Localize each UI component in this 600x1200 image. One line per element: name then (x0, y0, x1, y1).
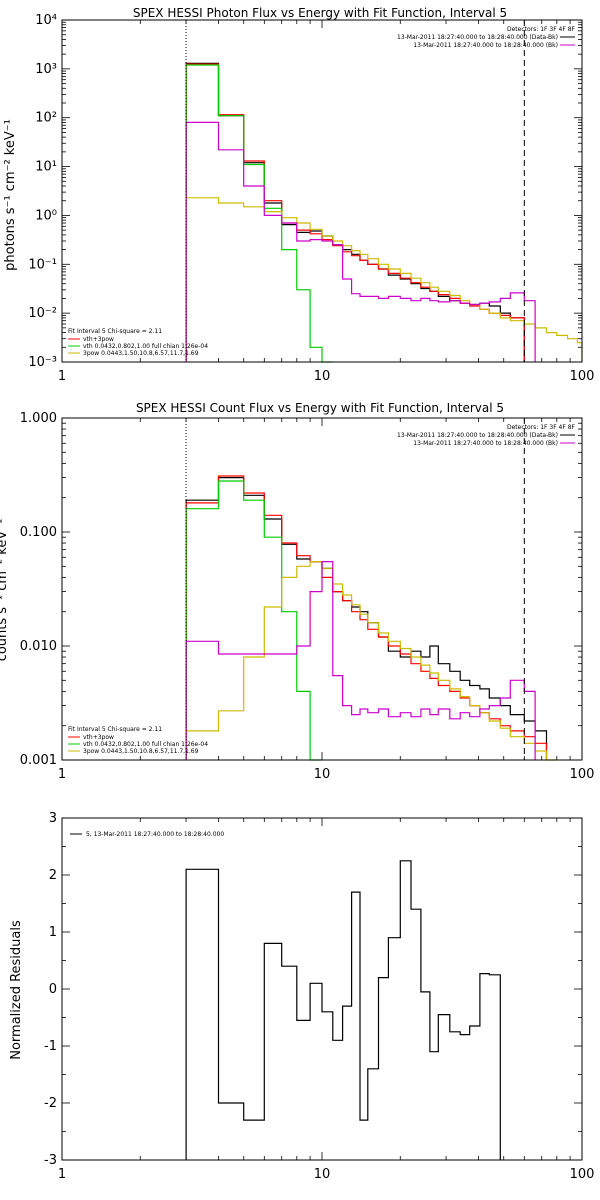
y-tick-label: 1.000 (20, 411, 57, 426)
y-tick-label: 10⁻³ (28, 355, 57, 370)
plot-frame (61, 417, 583, 761)
series-1-line (185, 475, 548, 760)
photon-flux-panel: SPEX HESSI Photon Flux vs Energy with Fi… (3, 6, 594, 384)
y-tick-label: 1 (49, 925, 57, 940)
legend-top-detectors: Detectors: 1F 3F 4F 8F (507, 424, 576, 431)
panel-title: SPEX HESSI Count Flux vs Energy with Fit… (136, 401, 504, 415)
series-4-line (185, 561, 536, 760)
y-tick-label: 10⁻¹ (28, 257, 57, 272)
y-tick-label: 0.001 (20, 753, 57, 768)
y-tick-label: 2 (49, 868, 57, 883)
x-tick-label: 1 (58, 1167, 66, 1182)
legend-fit-interval: Fit Interval 5 Chi-square = 2.11 (68, 726, 162, 733)
y-tick-label: 3 (49, 811, 57, 826)
plot-frame (61, 19, 583, 363)
legend-3pow: 3pow 0.0443,1.50,10.8,6.57,11.7,1.69 (83, 748, 199, 755)
legend-3pow: 3pow 0.0443,1.50,10.8,6.57,11.7,1.69 (83, 350, 199, 357)
x-tick-label: 10 (314, 767, 331, 782)
legend-fit-interval: Fit Interval 5 Chi-square = 2.11 (68, 328, 162, 335)
panel-title: SPEX HESSI Photon Flux vs Energy with Fi… (133, 6, 507, 20)
legend-vth: vth 0.0432,0.802,1.00 full chian 1.26e-0… (83, 741, 208, 748)
legend-top-data: 13-Mar-2011 18:27:40.000 to 18:28:40.000… (397, 34, 558, 41)
series-0-line (185, 477, 548, 760)
series-3-line (185, 561, 557, 761)
legend-vth3pow: vth+3pow (83, 734, 114, 741)
x-tick-label: 100 (570, 767, 595, 782)
y-tick-label: 10² (35, 111, 57, 126)
y-axis-label: counts s⁻¹ cm⁻² keV⁻¹ (0, 519, 10, 662)
y-tick-label: 10³ (35, 62, 57, 77)
y-tick-label: 0 (49, 982, 57, 997)
series-3-line (185, 197, 583, 362)
y-tick-label: 10¹ (35, 160, 57, 175)
series-4-line (185, 121, 536, 362)
count-flux-panel: SPEX HESSI Count Flux vs Energy with Fit… (0, 401, 594, 782)
series-0-line (185, 860, 501, 1160)
x-tick-label: 100 (570, 1167, 595, 1182)
legend-top-detectors: Detectors: 1F 3F 4F 8F (507, 26, 576, 33)
x-tick-label: 10 (314, 369, 331, 384)
legend-top-bk: 13-Mar-2011 18:27:40.000 to 18:28:40.000… (413, 42, 558, 49)
y-axis-label: Normalized Residuals (9, 920, 24, 1060)
x-tick-label: 1 (58, 369, 66, 384)
plot-frame (61, 817, 583, 1161)
y-tick-label: -1 (44, 1039, 57, 1054)
legend-resid: 5, 13-Mar-2011 18:27:40.000 to 18:28:40.… (86, 831, 224, 838)
legend-vth3pow: vth+3pow (83, 336, 114, 343)
y-tick-label: 0.010 (20, 639, 57, 654)
y-tick-label: -3 (44, 1153, 57, 1168)
x-tick-label: 1 (58, 767, 66, 782)
y-tick-label: 10⁴ (35, 13, 57, 28)
legend-vth: vth 0.0432,0.802,1.00 full chian 1.26e-0… (83, 343, 208, 350)
series-2-line (185, 480, 322, 761)
y-tick-label: 10⁰ (35, 208, 57, 223)
series-1-line (185, 63, 525, 362)
series-2-line (185, 64, 333, 363)
series-0-line (185, 62, 525, 362)
y-tick-label: 0.100 (20, 525, 57, 540)
x-tick-label: 10 (314, 1167, 331, 1182)
legend-top-bk: 13-Mar-2011 18:27:40.000 to 18:28:40.000… (413, 440, 558, 447)
legend-top-data: 13-Mar-2011 18:27:40.000 to 18:28:40.000… (397, 432, 558, 439)
x-tick-label: 100 (570, 369, 595, 384)
y-tick-label: -2 (44, 1096, 57, 1111)
residuals-panel: Normalized Residuals 1 10 100 -3 -2 -1 0 1 2 3 5,… (9, 811, 594, 1182)
y-tick-label: 10⁻² (28, 306, 57, 321)
y-axis-label: photons s⁻¹ cm⁻² keV⁻¹ (3, 119, 18, 271)
